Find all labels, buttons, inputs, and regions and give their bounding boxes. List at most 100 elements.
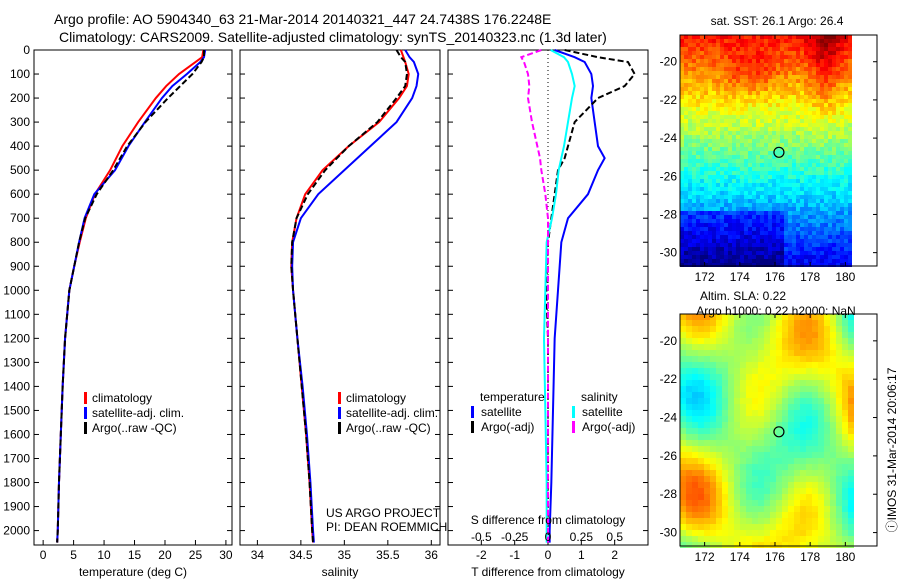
map-cell [764, 147, 768, 151]
map-cell [696, 255, 700, 259]
y-tick-label: -22 [660, 93, 678, 107]
map-cell [770, 506, 776, 512]
map-cell [784, 135, 788, 139]
map-cell [808, 203, 812, 207]
map-cell [832, 195, 836, 199]
map-cell [736, 203, 740, 207]
map-cell [704, 43, 708, 47]
map-cell [782, 344, 788, 350]
map-cell [708, 223, 712, 227]
map-cell [746, 314, 752, 320]
map-cell [768, 175, 772, 179]
map-cell [768, 91, 772, 95]
map-cell [684, 243, 688, 247]
map-cell [728, 43, 732, 47]
map-cell [722, 512, 728, 518]
map-cell [686, 362, 692, 368]
map-cell [740, 251, 744, 255]
map-cell [836, 524, 842, 530]
map-cell [780, 127, 784, 131]
map-cell [704, 55, 708, 59]
map-cell [708, 207, 712, 211]
map-cell [712, 231, 716, 235]
map-cell [720, 207, 724, 211]
map-cell [764, 195, 768, 199]
map-cell [828, 43, 832, 47]
map-cell [812, 374, 818, 380]
map-cell [686, 344, 692, 350]
map-cell [720, 147, 724, 151]
map-cell [824, 374, 830, 380]
map-cell [716, 191, 720, 195]
figure-title-line1: Argo profile: AO 5904340_63 21-Mar-2014 … [54, 11, 552, 27]
map-cell [692, 147, 696, 151]
map-cell [800, 494, 806, 500]
map-cell [824, 263, 828, 267]
map-cell [692, 123, 696, 127]
map-cell [788, 187, 792, 191]
map-cell [698, 344, 704, 350]
map-cell [708, 243, 712, 247]
map-cell [760, 247, 764, 251]
map-cell [792, 263, 796, 267]
map-cell [704, 452, 710, 458]
map-cell [724, 183, 728, 187]
map-cell [712, 159, 716, 163]
map-cell [704, 171, 708, 175]
map-cell [734, 542, 740, 548]
map-cell [816, 91, 820, 95]
map-cell [728, 536, 734, 542]
map-cell [844, 167, 848, 171]
map-cell [700, 111, 704, 115]
map-cell [696, 43, 700, 47]
map-cell [782, 404, 788, 410]
map-cell [686, 488, 692, 494]
map-cell [684, 211, 688, 215]
map-cell [736, 163, 740, 167]
map-cell [752, 536, 758, 542]
map-cell [758, 542, 764, 548]
map-cell [710, 386, 716, 392]
map-cell [840, 83, 844, 87]
map-cell [724, 235, 728, 239]
map-cell [842, 476, 848, 482]
map-cell [688, 35, 692, 39]
map-cell [780, 227, 784, 231]
map-cell [740, 314, 746, 320]
map-cell [848, 518, 854, 524]
map-cell [708, 159, 712, 163]
map-cell [736, 231, 740, 235]
map-cell [830, 380, 836, 386]
map-cell [820, 107, 824, 111]
map-cell [788, 404, 794, 410]
map-cell [686, 530, 692, 536]
map-cell [820, 211, 824, 215]
map-cell [748, 119, 752, 123]
map-cell [740, 243, 744, 247]
map-cell [776, 191, 780, 195]
map-cell [688, 99, 692, 103]
map-cell [804, 115, 808, 119]
map-cell [764, 87, 768, 91]
map-cell [752, 518, 758, 524]
map-cell [830, 518, 836, 524]
map-cell [712, 211, 716, 215]
map-cell [788, 155, 792, 159]
map-cell [680, 247, 684, 251]
map-cell [692, 51, 696, 55]
map-cell [844, 115, 848, 119]
map-cell [804, 83, 808, 87]
map-cell [772, 67, 776, 71]
map-cell [698, 386, 704, 392]
map-cell [776, 43, 780, 47]
map-cell [680, 155, 684, 159]
map-cell [840, 215, 844, 219]
map-cell [692, 135, 696, 139]
y-tick-label: -26 [660, 449, 678, 463]
map-cell [740, 159, 744, 163]
map-cell [748, 179, 752, 183]
map-cell [720, 171, 724, 175]
map-cell [708, 187, 712, 191]
map-cell [808, 155, 812, 159]
map-cell [758, 314, 764, 320]
